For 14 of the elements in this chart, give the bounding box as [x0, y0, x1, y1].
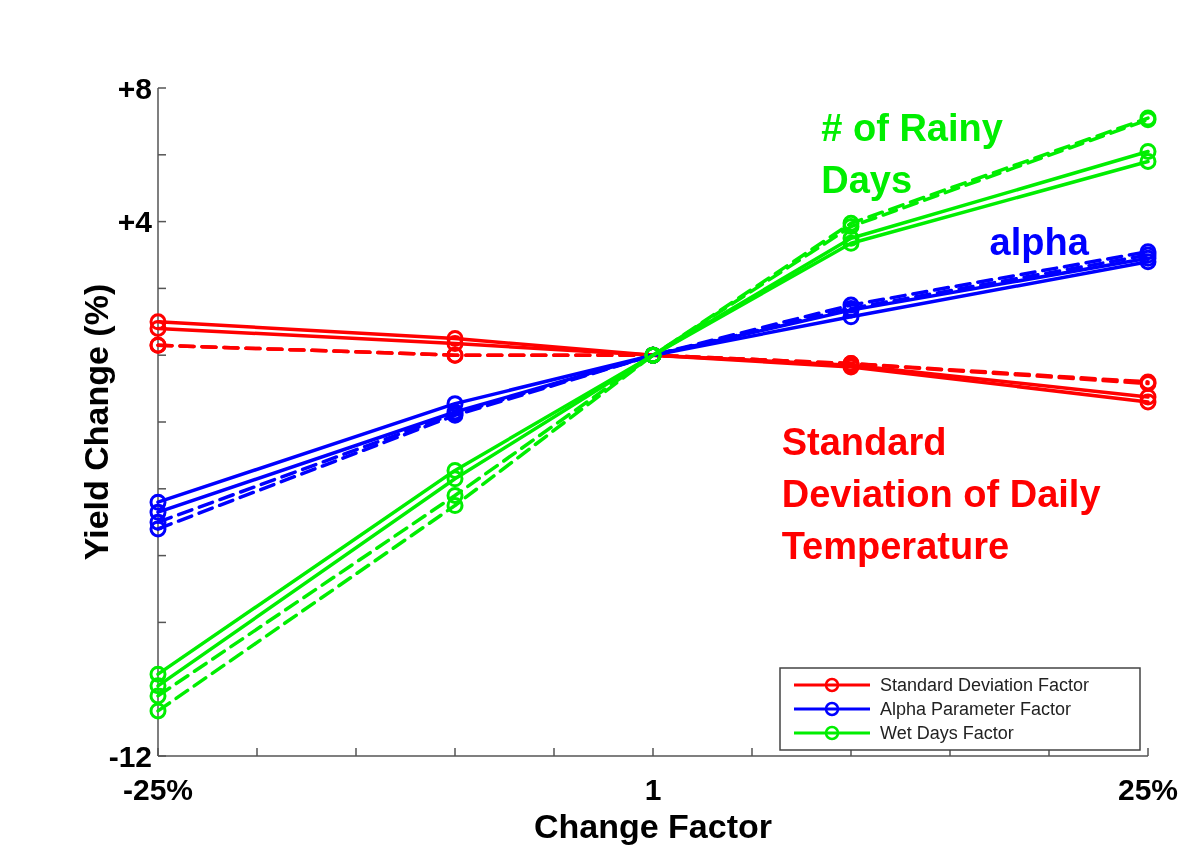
x-axis-title: Change Factor [533, 807, 773, 845]
y-tick-label: -12 [108, 739, 152, 773]
annotation: # of Rainy Days [821, 107, 1003, 202]
legend-label: Wet Days Factor [880, 723, 1014, 744]
annotation: alpha [989, 221, 1090, 263]
x-tick-label: 25% [1117, 773, 1179, 806]
y-tick-label: +4 [117, 205, 153, 239]
annotation: Standard Deviation of Daily Temperature [781, 421, 1101, 568]
legend-label: Standard Deviation Factor [880, 675, 1090, 696]
legend-label: Alpha Parameter Factor [880, 699, 1072, 720]
y-axis-title: Yield Change (%) [77, 283, 115, 561]
x-tick-label: 1 [644, 773, 662, 806]
x-tick-label: -25% [122, 773, 194, 806]
y-tick-label: +8 [117, 71, 152, 105]
